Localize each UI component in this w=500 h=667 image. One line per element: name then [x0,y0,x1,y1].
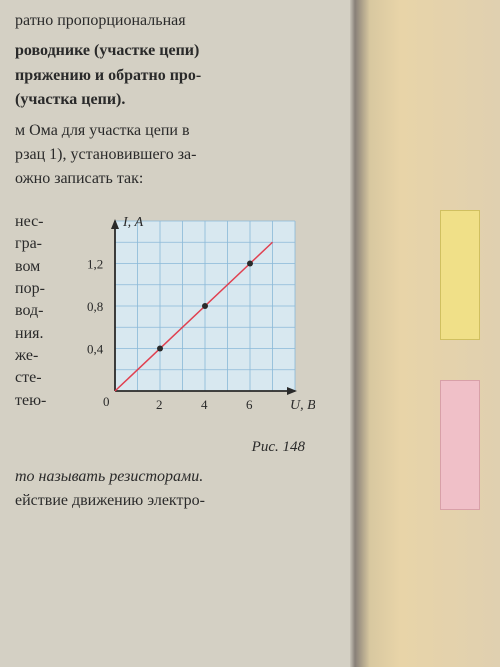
text-line: (участка цепи). [15,89,335,111]
text-fragment: сте- [15,367,65,389]
text-block-2: роводнике (участке цепи) пряжению и обра… [15,40,335,111]
left-text-fragments: нес- гра- вом пор- вод- ния. же- сте- те… [15,211,65,413]
text-fragment: вод- [15,300,65,322]
text-fragment: ния. [15,323,65,345]
pink-tab [440,380,480,510]
text-fragment: вом [15,256,65,278]
svg-text:2: 2 [156,397,163,412]
page-content: ратно пропорциональная роводнике (участк… [0,0,350,667]
svg-text:I, А: I, А [122,215,144,230]
text-line: рзац 1), установившего за- [15,144,335,166]
svg-text:6: 6 [246,397,253,412]
text-block-1: ратно пропорциональная [15,10,335,32]
text-line: пряжению и обратно про- [15,65,335,87]
svg-text:U, В: U, В [290,398,315,413]
svg-text:1,2: 1,2 [87,256,103,271]
iv-chart: I, А U, В 0 0,4 0,8 1,2 2 4 6 [75,211,315,431]
content-row: нес- гра- вом пор- вод- ния. же- сте- те… [15,211,335,431]
text-fragment: пор- [15,278,65,300]
text-line: то называть резисторами. [15,466,335,488]
bottom-text: то называть резисторами. ействие движени… [15,466,335,513]
text-line: ратно пропорциональная [15,10,335,32]
text-fragment: же- [15,345,65,367]
svg-text:0: 0 [103,394,110,409]
text-line: ействие движению электро- [15,490,335,512]
text-line: м Ома для участка цепи в [15,120,335,142]
text-line: роводнике (участке цепи) [15,40,335,62]
yellow-tab [440,210,480,340]
text-block-3: м Ома для участка цепи в рзац 1), устано… [15,120,335,191]
text-fragment: нес- [15,211,65,233]
right-margin [360,0,500,667]
svg-text:4: 4 [201,397,208,412]
chart-container: I, А U, В 0 0,4 0,8 1,2 2 4 6 [75,211,315,431]
text-fragment: тею- [15,390,65,412]
text-line: ожно записать так: [15,168,335,190]
text-fragment: гра- [15,233,65,255]
svg-text:0,8: 0,8 [87,299,103,314]
figure-caption: Рис. 148 [15,439,335,456]
svg-text:0,4: 0,4 [87,341,104,356]
